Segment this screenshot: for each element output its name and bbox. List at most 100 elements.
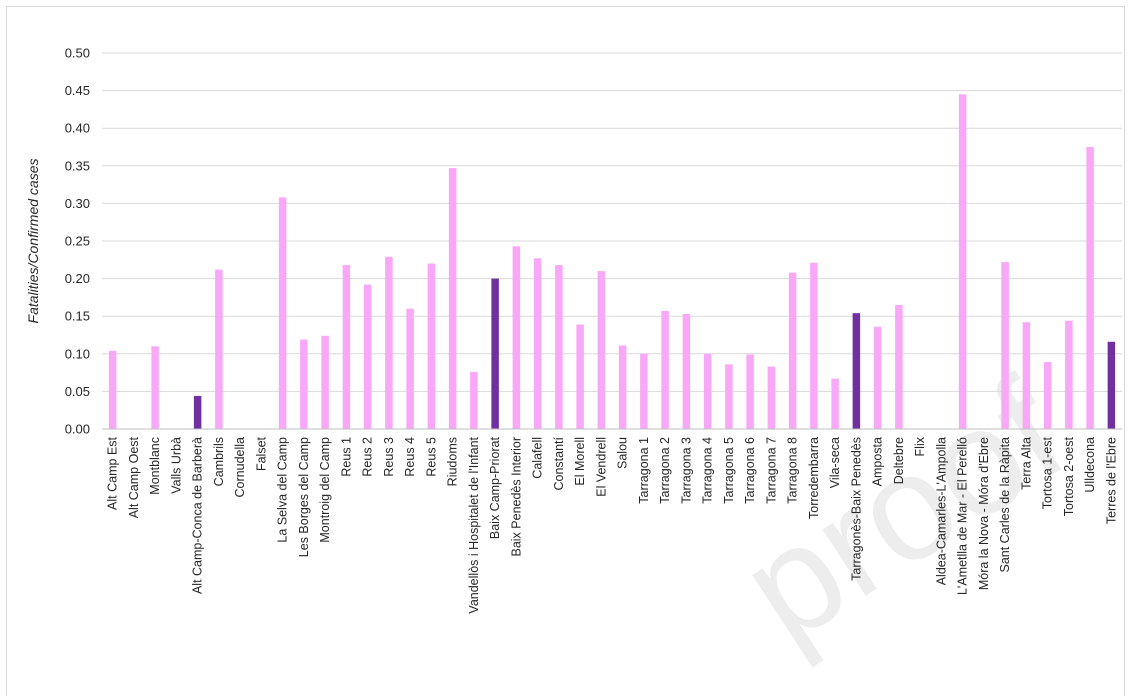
x-tick-label: Alt Camp Est	[106, 436, 120, 509]
x-tick-label: Sant Carles de la Ràpita	[998, 437, 1012, 573]
x-tick-label: Aldea-Camarles-L'Ampolla	[934, 437, 948, 585]
bar	[703, 353, 712, 429]
x-tick-label: El Vendrell	[594, 437, 608, 497]
bar	[1086, 147, 1094, 429]
x-tick-label: Tarragona 4	[701, 437, 715, 504]
y-tick-label: 0.40	[65, 121, 90, 136]
x-tick-label: Tortosa 1-est	[1041, 436, 1055, 509]
x-tick-label: Vandellòs i Hospitalet de l'Infant	[467, 436, 481, 613]
y-tick-label: 0.20	[65, 271, 90, 286]
x-tick-label: Baix Camp-Priorat	[488, 436, 502, 539]
bar	[555, 265, 563, 429]
y-tick-label: 0.35	[65, 158, 90, 173]
x-tick-label: Flix	[913, 436, 927, 456]
x-tick-label: Móra la Nova - Móra d'Ebre	[977, 437, 991, 590]
bar	[1001, 262, 1009, 429]
x-tick-label: Tarragona 5	[722, 437, 736, 504]
bar	[640, 353, 648, 429]
bar-chart: proof 0.000.050.100.150.200.250.300.350.…	[25, 46, 1122, 674]
bar	[385, 256, 393, 429]
bar	[278, 197, 287, 429]
bar	[767, 366, 776, 429]
bar	[618, 345, 627, 429]
y-tick-label: 0.45	[65, 83, 90, 98]
bar	[533, 258, 542, 429]
bar	[873, 326, 882, 429]
bar	[746, 354, 754, 429]
bars	[108, 94, 1116, 430]
x-tick-label: Tarragona 8	[786, 437, 800, 504]
gridlines	[102, 52, 1122, 392]
bar	[321, 335, 329, 429]
chart-frame: proof 0.00 0.05 0.10 0.15 0.20 0.25 0.30 0.35 0.…	[6, 6, 1125, 696]
x-tick-label: Tarragona 3	[679, 437, 693, 504]
bar	[788, 272, 797, 429]
x-tick-label: Tarragona 7	[764, 437, 778, 504]
x-tick-label: Torredembarra	[807, 437, 821, 519]
bar	[215, 269, 223, 429]
x-tick-label: Cambrils	[212, 437, 226, 486]
bar	[151, 346, 159, 429]
bar	[958, 94, 967, 430]
bar	[1107, 341, 1116, 429]
x-tick-label: Terres de l'Ebre	[1104, 437, 1118, 524]
x-tick-label: Terra Alta	[1019, 437, 1033, 490]
bar	[895, 304, 903, 429]
x-tick-label: L'Ametlla de Mar - El Perelló	[956, 437, 970, 595]
x-tick-label: Riudoms	[446, 437, 460, 486]
x-tick-label: Montroig del Camp	[318, 437, 332, 543]
bar	[1043, 362, 1052, 429]
bar	[406, 308, 414, 429]
x-tick-label: Amposta	[871, 437, 885, 486]
y-tick-label: 0.30	[65, 196, 90, 211]
bar	[108, 350, 117, 429]
bar	[427, 263, 436, 429]
bar	[661, 310, 669, 429]
bar	[725, 364, 733, 429]
x-tick-label: Constantí	[552, 436, 566, 490]
y-tick-label: 0.05	[65, 384, 90, 399]
x-tick-label: Reus 3	[382, 437, 396, 477]
x-tick-label: Valls Urbà	[169, 437, 183, 494]
x-tick-label: Les Borges del Camp	[297, 437, 311, 557]
y-tick-label: 0.00	[65, 422, 90, 437]
y-axis-ticks: 0.00 0.05 0.10 0.15 0.20 0.25 0.30 0.35 0.40 0.45…	[65, 46, 90, 437]
bar	[831, 378, 839, 429]
bar	[300, 339, 308, 429]
y-axis-label: Fatalities/Confirmed cases	[25, 159, 41, 324]
bar	[682, 313, 691, 429]
bar	[342, 265, 351, 429]
x-tick-label: Falset	[254, 436, 268, 471]
x-tick-label: Tortosa 2-oest	[1062, 436, 1076, 516]
x-tick-label: Calafell	[531, 437, 545, 479]
y-tick-label: 0.50	[65, 46, 90, 61]
y-tick-label: 0.25	[65, 234, 90, 249]
y-tick-label: 0.15	[65, 309, 90, 324]
x-tick-label: Baix Penedès Interior	[509, 437, 523, 557]
x-axis-labels: Alt Camp Est Alt Camp Oest Montblanc Valls …	[106, 436, 1119, 613]
bar	[193, 395, 202, 429]
bar	[1022, 322, 1031, 429]
bar	[576, 324, 584, 429]
x-tick-label: Deltebre	[892, 437, 906, 484]
x-tick-label: La Selva del Camp	[276, 437, 290, 543]
x-tick-label: Tarragonès-Baix Penedès	[849, 437, 863, 581]
x-tick-label: Vila-seca	[828, 437, 842, 488]
bar	[597, 271, 606, 429]
x-tick-label: Alt Camp-Conca de Barberà	[191, 437, 205, 594]
x-tick-label: Ulldecona	[1083, 437, 1097, 493]
x-tick-label: Reus 1	[339, 437, 353, 477]
x-tick-label: Tarragona 6	[743, 437, 757, 504]
x-tick-label: El Morell	[573, 437, 587, 486]
bar	[512, 246, 521, 429]
x-tick-label: Cornudella	[233, 437, 247, 498]
x-tick-label: Tarragona 2	[658, 437, 672, 504]
x-tick-label: Reus 2	[361, 437, 375, 477]
bar	[852, 313, 861, 429]
x-tick-label: Alt Camp Oest	[127, 436, 141, 518]
x-tick-label: Reus 4	[403, 437, 417, 477]
x-tick-label: Salou	[616, 437, 630, 469]
bar	[810, 262, 818, 429]
x-tick-label: Tarragona 1	[637, 437, 651, 504]
x-tick-label: Montblanc	[148, 437, 162, 495]
